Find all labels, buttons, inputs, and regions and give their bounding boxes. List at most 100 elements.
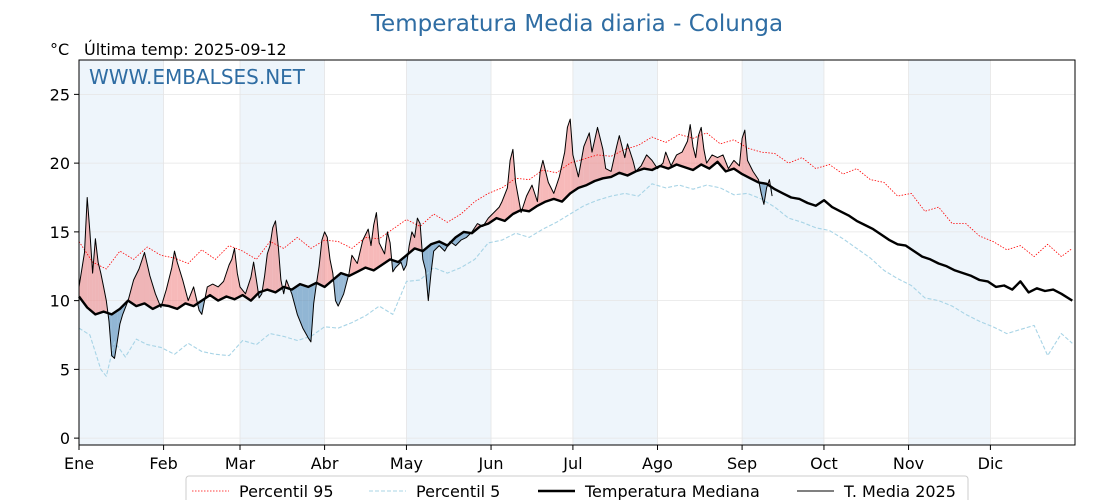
anomaly-fill <box>682 141 688 169</box>
anomaly-fill <box>403 255 407 271</box>
anomaly-fill <box>597 127 603 181</box>
anomaly-fill <box>392 260 396 272</box>
anomaly-fill <box>362 229 369 269</box>
anomaly-fill <box>321 231 325 287</box>
anomaly-fill <box>564 127 568 199</box>
anomaly-fill <box>676 152 683 167</box>
anomaly-fill <box>79 252 85 304</box>
anomaly-fill <box>510 149 513 217</box>
anomaly-fill <box>761 182 764 205</box>
x-tick-label: Jul <box>562 454 582 473</box>
anomaly-fill <box>690 124 693 170</box>
anomaly-fill <box>592 127 598 183</box>
anomaly-fill <box>548 182 554 201</box>
y-tick-label: 20 <box>50 154 70 173</box>
anomaly-fill <box>422 248 426 271</box>
anomaly-fill <box>572 154 579 192</box>
anomaly-fill <box>166 267 172 308</box>
legend-label-median: Temperatura Mediana <box>584 482 760 500</box>
anomaly-fill <box>291 285 298 315</box>
anomaly-fill <box>627 143 633 176</box>
y-tick-label: 15 <box>50 223 70 242</box>
anomaly-fill <box>92 238 96 315</box>
x-tick-label: Jun <box>478 454 504 473</box>
legend-label-p5: Percentil 5 <box>416 482 500 500</box>
legend-label-current: T. Media 2025 <box>843 482 956 500</box>
anomaly-fill <box>237 273 240 298</box>
unit-label: °C <box>50 40 69 59</box>
anomaly-fill <box>512 149 516 214</box>
anomaly-fill <box>100 273 104 313</box>
anomaly-fill <box>324 231 328 287</box>
anomaly-fill <box>692 146 696 170</box>
anomaly-fill <box>351 255 358 275</box>
anomaly-fill <box>114 310 118 359</box>
anomaly-fill <box>229 259 232 299</box>
anomaly-fill <box>379 242 385 267</box>
anomaly-fill <box>207 284 213 297</box>
anomaly-fill <box>428 244 432 301</box>
anomaly-fill <box>570 119 573 194</box>
last-temp-label: Última temp: 2025-09-12 <box>84 40 287 59</box>
anomaly-fill <box>111 312 115 359</box>
anomaly-fill <box>706 154 713 168</box>
y-tick-label: 0 <box>60 429 70 448</box>
x-axis-ticks: Ene Feb Mar Abr May Jun Jul Ago Sep Oct Nov Dic <box>64 445 1003 473</box>
plot-frame <box>78 59 1076 446</box>
month-band <box>406 60 492 445</box>
anomaly-fill <box>488 212 494 224</box>
anomaly-fill <box>373 212 377 271</box>
month-bands <box>79 60 991 445</box>
x-tick-label: Sep <box>727 454 757 473</box>
series-line-temperatura-mediana <box>78 160 1073 316</box>
month-band <box>742 60 824 445</box>
watermark-text: WWW.EMBALSES.NET <box>89 65 306 89</box>
legend: Percentil 95 Percentil 5 Temperatura Media… <box>185 475 969 500</box>
anomaly-fill <box>712 154 718 167</box>
series-line-t-media-2025 <box>78 118 773 359</box>
anomaly-fill <box>149 275 156 308</box>
anomaly-fill <box>583 132 590 187</box>
anomaly-fill <box>526 185 532 211</box>
anomaly-fill <box>559 152 565 201</box>
anomaly-fill <box>619 135 625 175</box>
y-tick-label: 25 <box>50 85 70 104</box>
anomaly-fill <box>540 160 543 205</box>
anomaly-fill <box>687 124 691 170</box>
anomaly-fill <box>327 237 331 285</box>
anomaly-fill <box>302 285 309 338</box>
y-axis-ticks: 0 5 10 15 20 25 <box>50 85 79 448</box>
anomaly-fill <box>234 248 238 300</box>
anomaly-fill <box>144 252 150 308</box>
anomaly-fill <box>338 274 344 307</box>
x-tick-label: May <box>390 454 423 473</box>
anomaly-fill <box>253 262 257 298</box>
anomaly-fill <box>250 262 254 301</box>
anomaly-fill <box>567 119 571 197</box>
month-band <box>79 60 164 445</box>
anomaly-fill <box>223 264 230 298</box>
anomaly-fill <box>117 308 120 342</box>
month-band <box>908 60 991 445</box>
x-tick-label: Abr <box>311 454 339 473</box>
x-tick-label: Dic <box>978 454 1004 473</box>
anomaly-fill <box>387 231 391 262</box>
anomaly-fill <box>275 220 279 293</box>
anomaly-fill <box>698 127 702 167</box>
chart-title: Temperatura Media diaria - Colunga <box>370 11 783 37</box>
anomaly-fill <box>89 231 93 313</box>
anomaly-fill <box>742 130 745 176</box>
anomaly-fill <box>245 277 251 301</box>
y-tick-label: 10 <box>50 292 70 311</box>
anomaly-fill <box>370 225 374 271</box>
anomaly-fill <box>267 245 271 291</box>
legend-box <box>185 475 969 500</box>
y-tick-label: 5 <box>60 360 70 379</box>
series-line-percentil-95 <box>78 132 1073 270</box>
series-line-percentil-5 <box>78 183 1073 377</box>
anomaly-fill <box>624 143 628 176</box>
month-band <box>239 60 325 445</box>
anomaly-fill <box>589 132 593 184</box>
anomaly-fill <box>507 160 511 219</box>
anomaly-fill <box>335 275 339 307</box>
